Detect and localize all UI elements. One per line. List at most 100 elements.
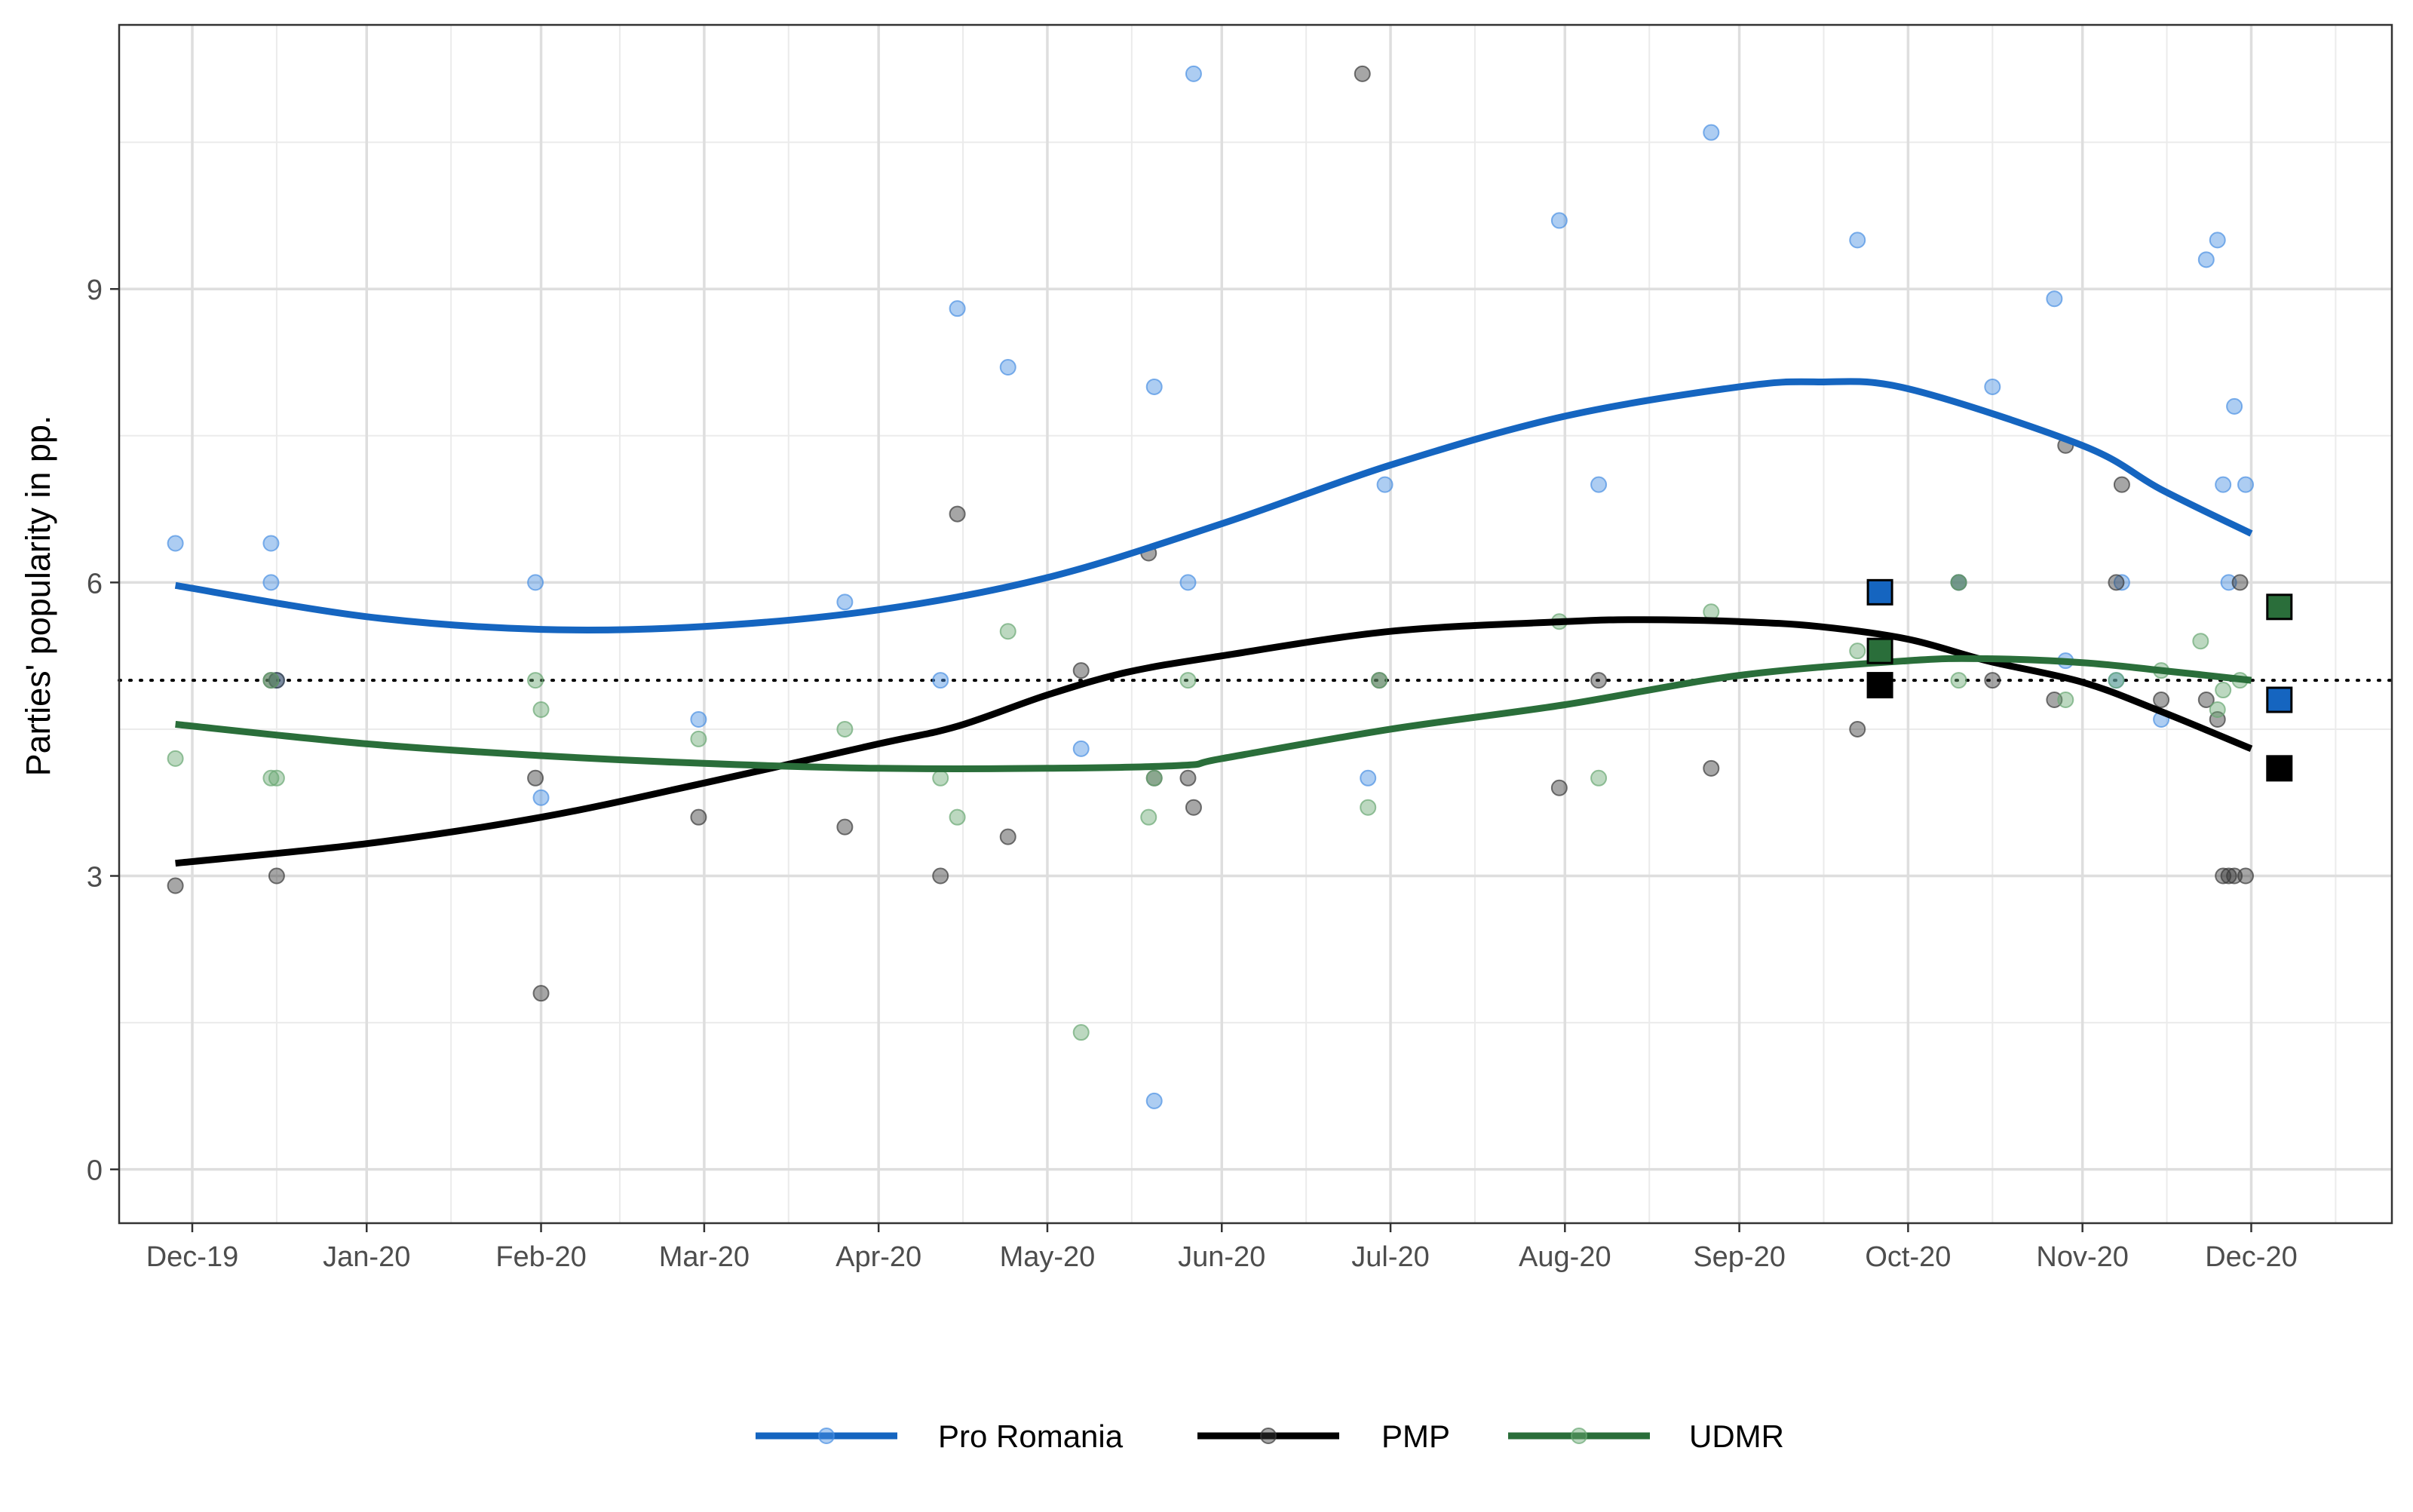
x-tick-label: Aug-20 [1519, 1241, 1611, 1273]
election-markers [1866, 578, 2293, 782]
data-point-pmp [1849, 720, 1866, 738]
data-point-pmp [2237, 867, 2255, 885]
data-point-pro-romania [262, 574, 280, 591]
data-point-pmp [2220, 867, 2237, 885]
x-tick-label: Jan-20 [323, 1241, 410, 1273]
y-tick-label: 3 [87, 862, 103, 894]
data-point-pmp [2108, 574, 2125, 591]
data-point-udmr [1179, 672, 1197, 689]
data-point-udmr [2192, 633, 2209, 650]
trend-line-pro-romania [174, 378, 2253, 634]
x-tick-label: May-20 [1000, 1241, 1096, 1273]
data-point-pro-romania [1849, 232, 1866, 249]
x-tick-label: Feb-20 [495, 1241, 586, 1273]
legend-point-pro-romania [818, 1428, 835, 1444]
data-point-pro-romania [1145, 378, 1163, 395]
legend-point-udmr [1571, 1428, 1587, 1444]
data-point-pro-romania [2237, 476, 2255, 493]
data-point-udmr [1145, 769, 1163, 787]
legend-label-pro-romania: Pro Romania [938, 1418, 1124, 1454]
legend: Pro Romania PMP UDMR [756, 1418, 1784, 1454]
data-point-udmr [527, 672, 544, 689]
data-point-pmp [836, 818, 854, 836]
data-point-pro-romania [527, 574, 544, 591]
data-point-pro-romania [1072, 740, 1090, 757]
data-point-pmp [167, 877, 184, 894]
x-tick-label: Oct-20 [1865, 1241, 1951, 1273]
data-point-udmr [2209, 701, 2226, 718]
data-point-pmp [2113, 476, 2130, 493]
data-point-pmp [268, 672, 285, 689]
data-point-pmp [1185, 799, 1202, 816]
y-axis-title: Parties' popularity in pp. [19, 416, 57, 777]
data-point-pmp [1179, 769, 1197, 787]
data-point-pmp [1984, 672, 2001, 689]
data-point-udmr [1590, 769, 1608, 787]
data-point-pro-romania [1376, 476, 1394, 493]
data-point-pmp [527, 769, 544, 787]
y-tick-label: 9 [87, 274, 103, 306]
data-point-udmr [1950, 574, 1967, 591]
data-point-pro-romania [932, 672, 949, 689]
data-point-pmp [2153, 692, 2170, 709]
data-point-pro-romania [2197, 251, 2215, 268]
data-point-pmp [1354, 65, 1371, 82]
final-marker-pmp [2266, 755, 2293, 782]
data-point-pro-romania [1984, 378, 2001, 395]
data-point-pro-romania [1550, 212, 1568, 229]
x-tick-label: Apr-20 [836, 1241, 921, 1273]
data-point-udmr [1072, 1024, 1090, 1041]
data-point-pro-romania [2220, 574, 2237, 591]
data-point-pmp [2226, 867, 2243, 885]
x-tick-label: Dec-19 [146, 1241, 239, 1273]
data-point-pmp [2215, 867, 2232, 885]
panel-background [119, 25, 2392, 1223]
panel-border [118, 23, 2393, 1225]
legend-label-pmp: PMP [1381, 1418, 1450, 1454]
legend-point-pmp [1260, 1428, 1277, 1444]
data-point-udmr [1371, 672, 1388, 689]
data-point-udmr [932, 769, 949, 787]
data-point-pro-romania [2215, 476, 2232, 493]
data-point-pro-romania [262, 535, 280, 552]
data-point-udmr [1849, 643, 1866, 660]
data-point-udmr [532, 701, 550, 718]
data-point-pmp [949, 505, 966, 523]
trend-line-udmr [175, 655, 2252, 772]
data-point-pro-romania [690, 710, 707, 728]
data-point-udmr [1140, 808, 1157, 826]
data-point-udmr [1703, 603, 1720, 621]
data-point-pmp [1072, 662, 1090, 679]
data-point-pmp [999, 828, 1016, 845]
x-tick-label: Sep-20 [1693, 1241, 1786, 1273]
y-tick-label: 0 [87, 1155, 103, 1187]
square-marker-pmp [1866, 672, 1893, 699]
data-point-pmp [268, 867, 285, 885]
data-point-udmr [262, 769, 280, 787]
data-point-pro-romania [949, 300, 966, 317]
x-tick-label: Mar-20 [659, 1241, 750, 1273]
legend-label-udmr: UDMR [1689, 1418, 1784, 1454]
data-point-udmr [2108, 672, 2125, 689]
axes: 0 3 6 9 Dec-19 Jan-20 Feb-20 Mar-20 Apr-20 May-20… [87, 274, 2298, 1273]
data-point-udmr [949, 808, 966, 826]
data-point-pmp [532, 985, 550, 1002]
data-point-pro-romania [1590, 476, 1608, 493]
data-point-pro-romania [2113, 574, 2130, 591]
data-point-udmr [836, 720, 854, 738]
x-tick-label: Jun-20 [1178, 1241, 1265, 1273]
data-point-udmr [1360, 799, 1377, 816]
data-point-pmp [932, 867, 949, 885]
data-point-pro-romania [1145, 1092, 1163, 1109]
y-tick-label: 6 [87, 568, 103, 600]
data-point-pmp [690, 808, 707, 826]
data-point-udmr [1950, 672, 1967, 689]
data-point-pmp [1590, 672, 1608, 689]
x-tick-label: Nov-20 [2036, 1241, 2129, 1273]
data-point-udmr [2215, 682, 2232, 699]
data-point-pro-romania [2046, 290, 2063, 308]
data-point-udmr [262, 672, 280, 689]
data-point-udmr [999, 623, 1016, 640]
